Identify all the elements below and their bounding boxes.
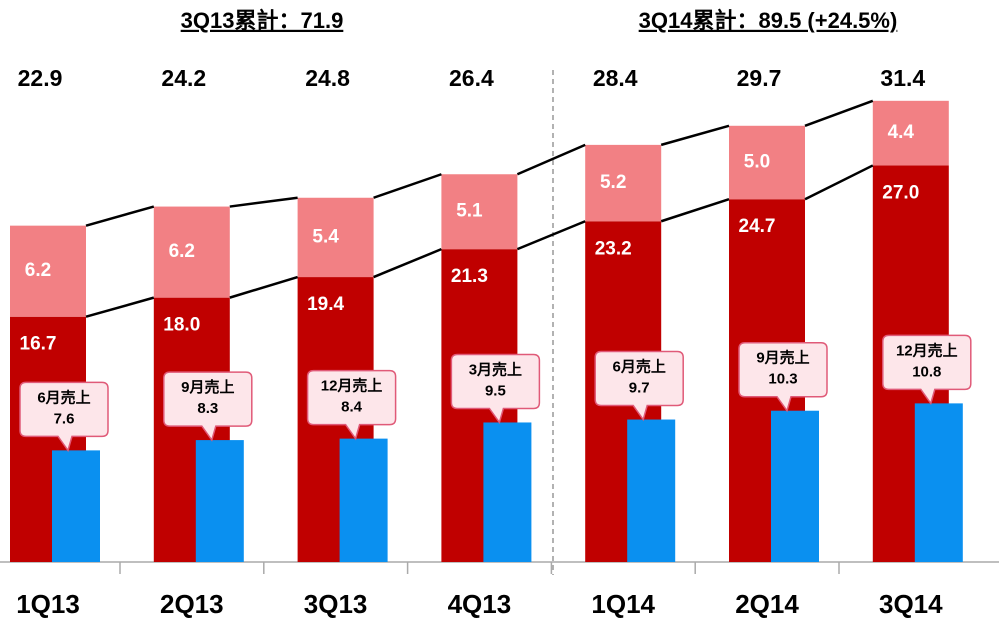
value-label: 18.0 [163,315,200,336]
value-label: 23.2 [595,238,632,259]
value-label: 5.4 [312,226,339,247]
value-label: 6.2 [25,260,51,281]
connector [373,248,442,279]
bar [914,403,963,562]
callout-value: 9.7 [629,380,650,397]
callout-value: 8.4 [341,399,363,416]
connector [85,296,155,318]
connector [804,99,874,127]
x-tick-label: 1Q13 [16,589,80,619]
callout-label: 6月売上 [37,388,90,406]
value-label: 27.0 [882,182,919,203]
callout-value: 8.3 [197,400,218,417]
connector [660,124,730,147]
annotation: 3Q14累計：89.5 (+24.5%) [639,8,898,33]
connector [85,205,155,227]
bar [52,450,100,562]
x-tick-label: 3Q14 [879,589,943,619]
value-label: 5.2 [600,172,626,193]
x-tick-label: 3Q13 [304,589,368,619]
x-tick-label: 2Q14 [735,589,799,619]
callout-value: 10.3 [768,371,797,388]
connector [229,275,298,299]
bar [297,197,374,278]
bar [585,144,662,222]
callout-label: 12月売上 [896,341,958,359]
value-label: 4.4 [888,122,915,143]
callout [882,334,972,406]
callout [594,350,684,422]
connector [660,198,730,223]
annotation: 3Q13累計：71.9 [181,8,344,33]
total-label: 24.8 [305,65,350,91]
callout [450,353,541,425]
bar [483,422,532,562]
connector [516,143,586,176]
callout-value: 10.8 [912,363,941,380]
bar [153,206,230,298]
callout [163,371,253,442]
bar [195,440,244,562]
callout-label: 3月売上 [469,360,522,378]
x-tick-label: 2Q13 [160,589,224,619]
connector [373,173,442,199]
callout-label: 12月売上 [321,377,383,395]
callout [306,369,397,441]
callout-value: 7.6 [54,410,75,427]
value-label: 21.3 [451,266,488,287]
connector [804,164,874,201]
x-tick-label: 1Q14 [591,589,655,619]
value-label: 16.7 [20,334,57,355]
bar [771,410,819,562]
total-label: 24.2 [161,65,206,91]
total-label: 29.7 [737,65,782,91]
bar [729,125,805,200]
bar [627,419,676,562]
value-label: 19.4 [307,294,344,315]
bar [10,225,86,317]
value-label: 24.7 [739,216,776,237]
total-label: 31.4 [880,65,925,91]
total-label: 28.4 [593,65,638,91]
callout-value: 9.5 [485,382,506,399]
value-label: 5.0 [744,152,770,173]
connector [229,196,298,208]
value-label: 5.1 [456,201,483,222]
value-label: 6.2 [169,241,195,262]
callout [738,341,828,413]
bar [339,438,388,562]
connector [516,220,586,251]
bar [441,174,518,250]
bar [872,100,949,166]
x-tick-label: 4Q13 [448,589,512,619]
callout [19,381,109,453]
total-label: 22.9 [18,65,63,91]
callout-label: 9月売上 [181,378,234,396]
callout-label: 6月売上 [613,358,666,376]
callout-label: 9月売上 [756,349,809,367]
total-label: 26.4 [449,65,494,91]
